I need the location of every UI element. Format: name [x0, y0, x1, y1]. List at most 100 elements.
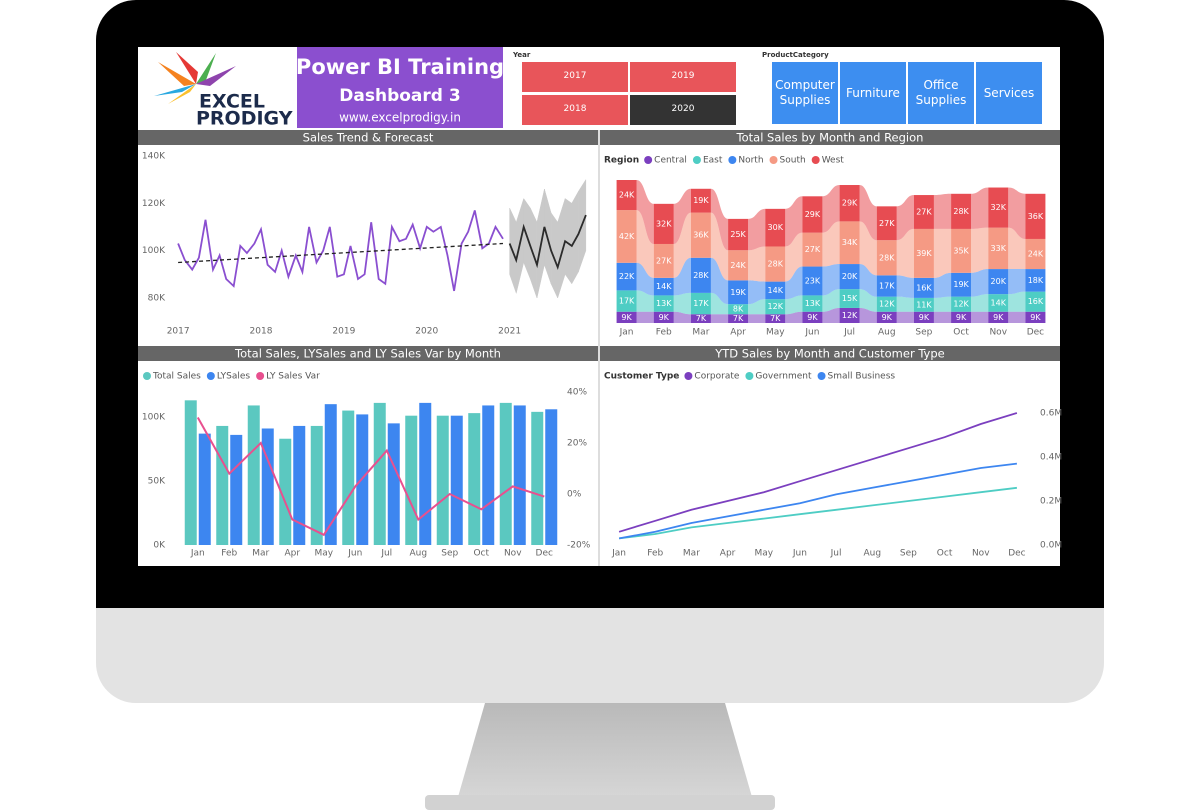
bar-segment: [988, 187, 1009, 228]
legend-label: Government: [755, 372, 812, 382]
bar: [513, 405, 526, 545]
y-tick-label: 0.0M: [1040, 541, 1062, 551]
monitor-base: [425, 795, 775, 810]
bar-segment: [839, 264, 860, 290]
x-tick-label: Oct: [473, 549, 489, 559]
ribbon: [710, 257, 729, 305]
series-line: [618, 486, 1018, 540]
x-tick-label: Aug: [409, 549, 427, 559]
data-label: 15K: [842, 294, 858, 303]
ribbon: [822, 185, 840, 233]
bar-segment: [653, 243, 674, 278]
ribbon: [859, 185, 877, 241]
y-tick-label: 20%: [567, 439, 587, 449]
x-tick-label: Feb: [647, 549, 663, 559]
data-label: 25K: [730, 230, 746, 239]
ribbon: [710, 314, 729, 323]
data-label: 14K: [991, 298, 1007, 307]
data-label: 27K: [656, 256, 672, 265]
ribbon: [1008, 311, 1026, 323]
legend-marker: [206, 372, 215, 380]
bar-segment: [690, 257, 711, 293]
legend-marker: [769, 156, 778, 164]
bar: [310, 425, 323, 545]
series-line: [196, 417, 545, 537]
legend-label: Total Sales: [152, 372, 201, 382]
x-tick-label: Jan: [190, 549, 205, 559]
bar: [450, 415, 463, 545]
series-line: [508, 214, 587, 270]
ribbon: [859, 307, 877, 323]
ribbon: [636, 180, 654, 244]
data-label: 30K: [768, 223, 784, 232]
x-tick-label: Sep: [441, 549, 458, 559]
bar-segment: [690, 212, 711, 258]
x-tick-label: Aug: [863, 549, 881, 559]
data-label: 20K: [842, 272, 858, 281]
legend-marker: [817, 372, 826, 380]
ribbon: [933, 228, 952, 278]
x-tick-label: 2018: [250, 327, 273, 337]
data-label: 33K: [991, 244, 1007, 253]
ribbon: [896, 228, 914, 278]
legend-marker: [745, 372, 754, 380]
data-label: 9K: [956, 313, 967, 322]
x-tick-label: 2019: [332, 327, 355, 337]
ribbon: [822, 264, 840, 296]
bar-segment: [728, 314, 749, 323]
x-tick-label: 2017: [167, 327, 190, 337]
bar-segment: [653, 203, 674, 244]
x-tick-label: 2021: [498, 327, 521, 337]
bar-segment: [988, 294, 1009, 312]
bar: [468, 413, 481, 545]
ribbon: [710, 212, 729, 281]
bar-segment: [839, 221, 860, 265]
bar-segment: [988, 269, 1009, 295]
data-label: 29K: [842, 199, 858, 208]
ribbon: [673, 188, 691, 244]
bar-segment: [876, 240, 897, 276]
ribbon: [933, 272, 952, 298]
data-label: 11K: [916, 300, 932, 309]
bar-segment: [951, 272, 972, 297]
legend-marker: [256, 372, 265, 380]
x-tick-label: Nov: [972, 549, 990, 559]
x-tick-label: Jan: [611, 549, 626, 559]
x-tick-label: Jun: [347, 549, 362, 559]
x-tick-label: Mar: [692, 328, 709, 338]
ribbon: [748, 314, 766, 323]
legend-marker: [684, 372, 693, 380]
data-label: 9K: [621, 313, 632, 322]
monitor-bezel-bottom: [96, 560, 1104, 608]
bar-segment: [1025, 291, 1046, 312]
bar-segment: [913, 277, 934, 298]
bar-segment: [876, 206, 897, 241]
ribbon: [785, 196, 803, 247]
bar: [387, 423, 400, 545]
chart-title-bar: [138, 346, 598, 361]
data-label: 19K: [953, 280, 969, 289]
bar-segment: [765, 299, 786, 315]
data-label: 8K: [733, 305, 744, 314]
data-label: 7K: [733, 314, 744, 323]
bar-segment: [616, 180, 637, 211]
x-tick-label: Jun: [804, 328, 819, 338]
bar-segment: [839, 185, 860, 222]
y-tick-label: -20%: [567, 541, 591, 551]
bar: [279, 438, 292, 545]
ribbon: [896, 296, 914, 312]
bar: [261, 428, 274, 545]
dashboard-title: Power BI Training: [296, 55, 504, 79]
ribbon: [896, 195, 914, 241]
ribbon: [748, 280, 766, 305]
x-tick-label: Mar: [252, 549, 269, 559]
bar: [405, 415, 418, 545]
bar-segment: [653, 295, 674, 312]
x-tick-label: Apr: [284, 549, 300, 559]
ribbon: [859, 289, 877, 312]
ribbon: [971, 187, 989, 229]
series-line: [618, 462, 1018, 540]
data-label: 24K: [730, 261, 746, 270]
legend-label: South: [780, 156, 806, 166]
bar-segment: [690, 314, 711, 323]
